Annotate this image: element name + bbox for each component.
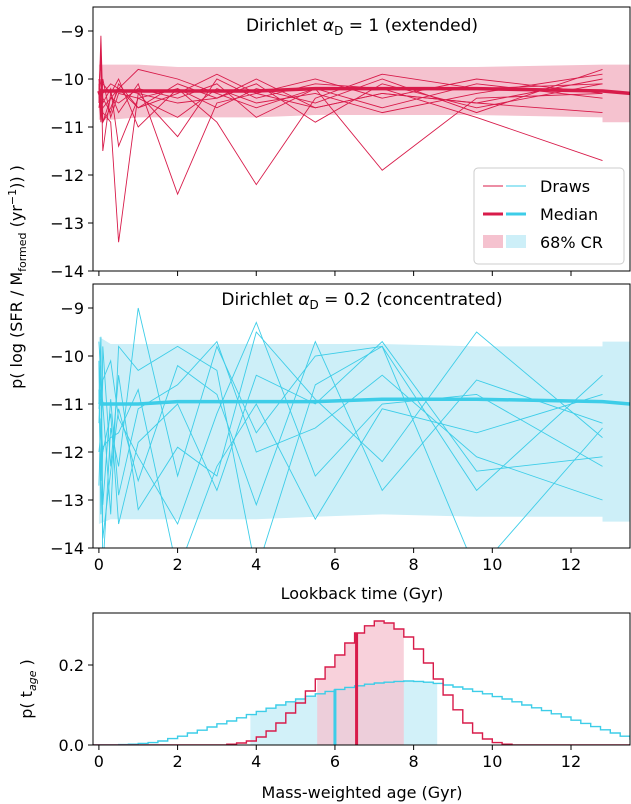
cr68-band-middle (98, 336, 630, 524)
legend-draws-label: Draws (540, 177, 590, 196)
mid-draw-line-3 (98, 331, 603, 511)
mid-draw-line-2 (98, 321, 603, 526)
bot-xtick-label: 6 (330, 752, 340, 771)
legend: Draws Median 68% CR (473, 167, 625, 265)
frame-bottom (92, 612, 631, 746)
top-draw-line-8 (98, 83, 603, 118)
median-top (97, 86, 630, 98)
mid-cr68-band (98, 336, 630, 524)
top-draw-line-5 (98, 68, 603, 171)
legend-cr-label: 68% CR (540, 233, 603, 252)
xlabel-middle: Lookback time (Gyr) (281, 584, 444, 603)
yticks-bottom: 0.0 0.2 (59, 656, 93, 755)
mid-xtick-label: 2 (172, 555, 182, 574)
mid-ytick-label: −13 (50, 491, 84, 510)
hist-cyan-steps (93, 680, 630, 745)
mid-ytick-label: −12 (50, 443, 84, 462)
mid-draw-line-6 (98, 340, 603, 525)
bot-xtick-label: 2 (172, 752, 182, 771)
top-draw-line-4 (98, 83, 603, 243)
medians-bottom (333, 633, 359, 745)
mid-ytick-label: −10 (50, 347, 84, 366)
xticks-top (98, 271, 572, 276)
bot-xtick-label: 10 (482, 752, 502, 771)
mid-xtick-label: 10 (482, 555, 502, 574)
top-draw-line-9 (98, 78, 603, 114)
top-median-line (97, 86, 630, 98)
top-ytick-label: −12 (50, 166, 84, 185)
ylabel-bottom: p( tage ) (17, 659, 39, 719)
bot-ytick-label: 0.2 (59, 656, 84, 675)
shared-ylabel: p( log (SFR / Mformed (yr−1)) ) (6, 165, 29, 389)
xlabel-bottom: Mass-weighted age (Gyr) (262, 783, 463, 802)
panel-top: −9 −10 −11 −12 −13 −14 Dirichlet αD = 1 (exte… (50, 6, 631, 281)
top-draw-line-7 (98, 68, 603, 128)
legend-cr-red-swatch (483, 235, 503, 248)
frame-top (92, 6, 631, 272)
title-middle: Dirichlet αD = 0.2 (concentrated) (221, 290, 502, 312)
yticks-middle: −9 −10 −11 −12 −13 −14 (50, 299, 93, 558)
top-ytick-label: −14 (50, 262, 84, 281)
xticks-bottom: 0 2 4 6 8 10 12 (94, 745, 581, 771)
mid-xtick-label: 0 (94, 555, 104, 574)
mid-ytick-label: −11 (50, 395, 84, 414)
panel-bottom: 0.0 0.2 0 2 4 6 8 10 12 p( tage ) Mass-weighted… (17, 612, 631, 802)
mid-median-line (98, 397, 630, 406)
bot-xtick-label: 12 (561, 752, 581, 771)
bot-xtick-label: 8 (409, 752, 419, 771)
mid-xtick-label: 8 (409, 555, 419, 574)
legend-median-label: Median (540, 205, 598, 224)
yticks-top: −9 −10 −11 −12 −13 −14 (50, 22, 93, 281)
top-ytick-label: −11 (50, 118, 84, 137)
mid-ytick-label: −14 (50, 539, 84, 558)
bot-xtick-label: 0 (94, 752, 104, 771)
bot-xtick-label: 4 (251, 752, 261, 771)
bot-ytick-label: 0.0 (59, 736, 84, 755)
median-middle (98, 397, 630, 406)
legend-cr-cyan-swatch (506, 235, 526, 248)
panel-middle: −9 −10 −11 −12 −13 −14 0 2 4 6 8 10 12 Dirichlet αD… (50, 283, 631, 603)
title-top: Dirichlet αD = 1 (extended) (246, 16, 478, 38)
hist-red-cr68-fill (317, 621, 404, 745)
mid-ytick-label: −9 (60, 299, 84, 318)
histograms-bottom (93, 620, 630, 745)
hist-red-steps (93, 620, 630, 745)
top-ytick-label: −9 (60, 22, 84, 41)
top-ytick-label: −13 (50, 214, 84, 233)
top-draw-line-3 (98, 73, 603, 120)
mid-xtick-label: 4 (251, 555, 261, 574)
mid-xtick-label: 6 (330, 555, 340, 574)
mid-xtick-label: 12 (561, 555, 581, 574)
mid-draw-line-7 (98, 340, 603, 539)
xticks-middle: 0 2 4 6 8 10 12 (94, 548, 581, 574)
frame-middle (92, 283, 631, 549)
cr68-fill-bottom (250, 621, 438, 745)
top-ytick-label: −10 (50, 70, 84, 89)
